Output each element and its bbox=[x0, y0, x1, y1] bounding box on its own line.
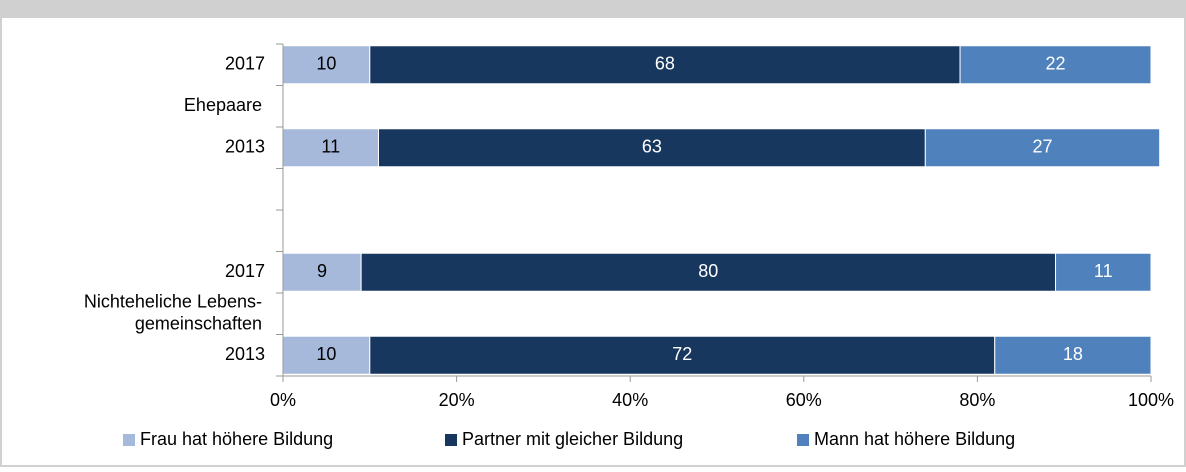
y-tick-label: 2013 bbox=[225, 137, 265, 157]
bar-segment bbox=[924, 128, 1161, 168]
top-band bbox=[0, 0, 1186, 18]
data-label: 18 bbox=[1063, 344, 1083, 364]
legend-swatch bbox=[445, 434, 457, 446]
data-label: 11 bbox=[1094, 261, 1113, 281]
data-label: 72 bbox=[672, 344, 692, 364]
x-tick-label: 100% bbox=[1128, 390, 1174, 410]
bar-segment bbox=[1055, 252, 1152, 292]
bar-segment bbox=[959, 45, 1152, 85]
legend-swatch bbox=[123, 434, 135, 446]
y-tick-label: 2017 bbox=[225, 54, 265, 74]
y-tick-label: 2013 bbox=[225, 344, 265, 364]
bar-segment bbox=[282, 252, 362, 292]
bar-segment bbox=[994, 335, 1152, 375]
legend-label: Frau hat höhere Bildung bbox=[140, 429, 333, 449]
x-tick-label: 20% bbox=[439, 390, 475, 410]
legend-swatch bbox=[797, 434, 809, 446]
data-label: 10 bbox=[316, 54, 336, 74]
bar-segment bbox=[282, 335, 371, 375]
legend-label: Partner mit gleicher Bildung bbox=[462, 429, 683, 449]
data-label: 11 bbox=[321, 137, 340, 157]
data-label: 80 bbox=[698, 261, 718, 281]
bar-segment bbox=[369, 45, 961, 85]
data-label: 27 bbox=[1032, 137, 1052, 157]
bar-segment bbox=[377, 128, 926, 168]
group-label: Ehepaare bbox=[184, 95, 262, 115]
group-label: Nichteheliche Lebens- bbox=[84, 292, 262, 312]
x-tick-label: 60% bbox=[786, 390, 822, 410]
data-label: 68 bbox=[655, 54, 675, 74]
group-label: gemeinschaften bbox=[135, 314, 262, 334]
data-label: 9 bbox=[317, 261, 327, 281]
legend-label: Mann hat höhere Bildung bbox=[814, 429, 1015, 449]
bar-segment bbox=[369, 335, 996, 375]
x-tick-label: 80% bbox=[959, 390, 995, 410]
bar-segment bbox=[360, 252, 1057, 292]
data-label: 22 bbox=[1046, 54, 1066, 74]
data-label: 63 bbox=[642, 137, 662, 157]
x-tick-label: 40% bbox=[612, 390, 648, 410]
x-tick-label: 0% bbox=[270, 390, 296, 410]
data-label: 10 bbox=[316, 344, 336, 364]
y-tick-label: 2017 bbox=[225, 261, 265, 281]
